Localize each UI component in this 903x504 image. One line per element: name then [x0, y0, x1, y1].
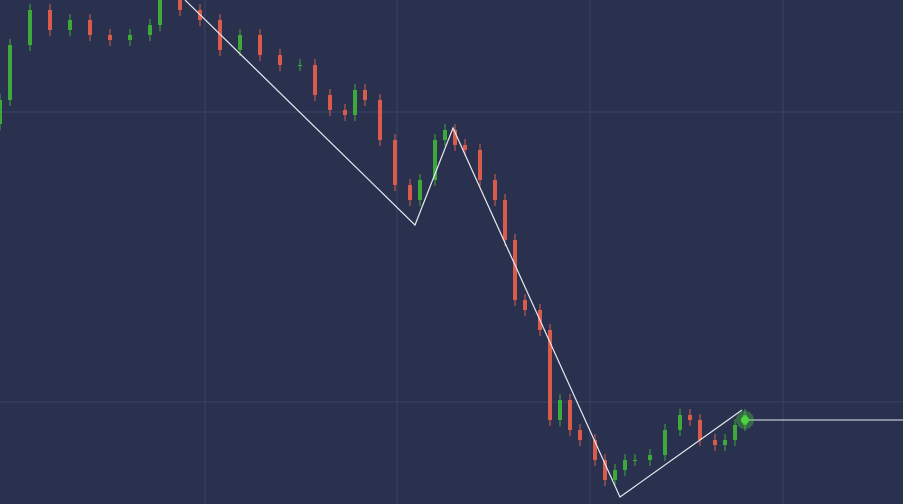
candle-body: [148, 25, 152, 35]
candle-body: [578, 430, 582, 440]
candle-body: [238, 35, 242, 50]
candle-body: [178, 0, 182, 10]
candle-body: [443, 130, 447, 140]
candle-body: [733, 425, 737, 440]
candle-body: [678, 415, 682, 430]
candle-body: [158, 0, 162, 25]
price-marker: [741, 416, 749, 424]
candle-body: [568, 400, 572, 430]
candle-body: [603, 460, 607, 480]
candle-body: [378, 100, 382, 140]
candle-body: [723, 440, 727, 445]
candle-body: [593, 440, 597, 460]
candle-body: [503, 200, 507, 240]
candle-body: [623, 460, 627, 470]
candle-body: [88, 20, 92, 35]
candle-body: [558, 400, 562, 420]
candle-body: [613, 470, 617, 480]
candle-body: [108, 35, 112, 40]
candle-body: [433, 140, 437, 180]
candle-body: [28, 10, 32, 45]
candle-body: [663, 430, 667, 455]
candle-body: [463, 145, 467, 150]
candle-body: [128, 35, 132, 40]
candle-body: [313, 65, 317, 95]
candle-body: [648, 455, 652, 460]
candle-body: [453, 130, 457, 145]
candle-body: [363, 90, 367, 100]
candle-body: [493, 180, 497, 200]
candle-body: [698, 420, 702, 440]
candle-body: [328, 95, 332, 110]
trend-line: [184, 0, 743, 498]
candle-body: [513, 240, 517, 300]
candle-body: [278, 55, 282, 65]
candle-body: [8, 45, 12, 100]
candle-body: [478, 150, 482, 180]
candle-body: [713, 440, 717, 445]
candle-body: [298, 65, 302, 66]
candle-body: [353, 90, 357, 115]
candle-body: [688, 415, 692, 420]
candle-body: [633, 460, 637, 461]
candle-body: [48, 10, 52, 30]
candle-body: [548, 330, 552, 420]
candle-body: [258, 35, 262, 55]
candle-body: [68, 20, 72, 30]
candle-body: [523, 300, 527, 310]
candle-body: [408, 185, 412, 200]
candle-body: [393, 140, 397, 185]
candle-body: [418, 180, 422, 200]
candle-body: [0, 100, 2, 124]
candle-body: [343, 110, 347, 115]
